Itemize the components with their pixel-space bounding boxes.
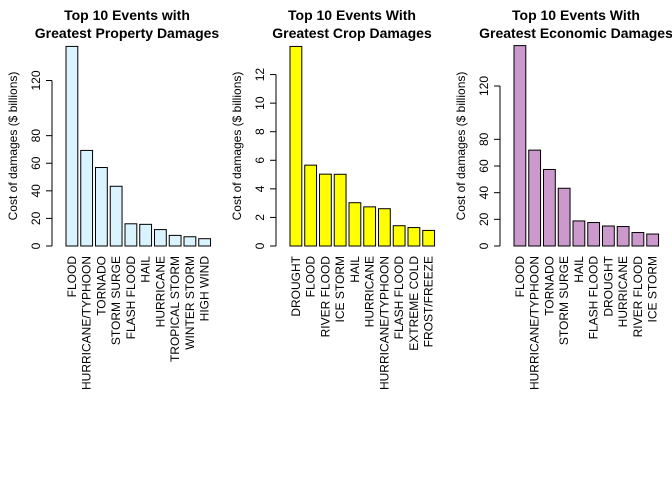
- bar-ice-storm: [333, 173, 347, 247]
- y-tick-label: 60: [477, 159, 491, 173]
- bar-hurricane-typhoon: [378, 208, 391, 247]
- category-label: ICE STORM: [333, 256, 347, 322]
- bar-hail: [139, 223, 153, 247]
- chart-title-line: Top 10 Events with: [64, 7, 190, 23]
- bar-hurricane-typhoon: [80, 149, 94, 247]
- bar-drought: [602, 225, 615, 247]
- category-label: DROUGHT: [289, 255, 303, 316]
- category-label: RIVER FLOOD: [631, 256, 645, 338]
- category-label: TROPICAL STORM: [168, 256, 182, 362]
- bar-high-wind: [198, 238, 212, 247]
- bar-flood: [304, 164, 318, 247]
- category-label: HAIL: [348, 256, 362, 283]
- chart-title-line: Greatest Property Damages: [35, 25, 220, 41]
- category-label: HIGH WIND: [198, 256, 212, 322]
- y-tick-label: 0: [477, 242, 491, 249]
- y-tick-label: 40: [477, 186, 491, 200]
- bar-tropical-storm: [168, 234, 182, 247]
- bar-ice-storm: [646, 233, 660, 247]
- chart-title-line: Greatest Crop Damages: [272, 25, 432, 41]
- category-label: HURRICANE: [363, 256, 377, 327]
- category-label: FLASH FLOOD: [587, 256, 601, 340]
- category-label: ICE STORM: [646, 256, 660, 322]
- y-tick-label: 20: [29, 211, 43, 225]
- category-label: EXTREME COLD: [407, 256, 421, 351]
- y-axis-label: Cost of damages ($ billions): [6, 72, 20, 221]
- bar-hail: [572, 220, 586, 247]
- bar-flash-flood: [392, 225, 406, 247]
- category-label: TORNADO: [542, 256, 556, 316]
- category-label: HURRICANE/TYPHOON: [377, 256, 391, 390]
- category-label: STORM SURGE: [109, 256, 123, 345]
- bar-hurricane-typhoon: [528, 149, 542, 247]
- y-axis-label: Cost of damages ($ billions): [230, 72, 244, 221]
- category-label: RIVER FLOOD: [318, 256, 332, 338]
- y-tick-label: 80: [29, 129, 43, 143]
- y-tick-label: 10: [253, 96, 267, 110]
- bar-flash-flood: [124, 223, 138, 247]
- category-label: FLASH FLOOD: [392, 256, 406, 340]
- bar-hurricane: [154, 229, 167, 247]
- category-label: FLOOD: [513, 256, 527, 298]
- bar-flash-flood: [587, 222, 601, 247]
- y-tick-label: 0: [253, 242, 267, 249]
- bar-drought: [289, 45, 303, 247]
- bar-hurricane: [616, 226, 630, 247]
- y-tick-label: 12: [253, 68, 267, 82]
- category-label: HURRICANE/TYPHOON: [528, 256, 542, 390]
- bar-frost-freeze: [422, 229, 436, 247]
- bar-winter-storm: [183, 236, 197, 247]
- category-label: FLASH FLOOD: [124, 256, 138, 340]
- y-tick-label: 6: [253, 157, 267, 164]
- category-label: STORM SURGE: [557, 256, 571, 345]
- chart-panel-1: Top 10 Events with Greatest Property Dama…: [6, 7, 219, 390]
- y-tick-label: 8: [253, 128, 267, 135]
- category-label: TORNADO: [94, 256, 108, 316]
- category-label: FLOOD: [65, 256, 79, 298]
- bar-storm-surge: [557, 187, 571, 247]
- category-label: HAIL: [572, 256, 586, 283]
- y-tick-label: 40: [29, 184, 43, 198]
- category-label: WINTER STORM: [183, 256, 197, 350]
- chart-panel-3: Top 10 Events With Greatest Economic Dama…: [454, 7, 672, 390]
- y-tick-label: 120: [29, 70, 43, 90]
- bar-river-flood: [319, 173, 332, 247]
- bar-hail: [348, 202, 362, 247]
- category-label: DROUGHT: [601, 255, 615, 316]
- bar-tornado: [543, 168, 556, 247]
- category-label: FLOOD: [304, 256, 318, 298]
- bar-flood: [65, 45, 79, 247]
- category-label: HAIL: [139, 256, 153, 283]
- bar-hurricane: [363, 206, 377, 247]
- category-label: HURRICANE: [616, 256, 630, 327]
- category-label: HURRICANE: [153, 256, 167, 327]
- y-tick-label: 2: [253, 214, 267, 221]
- y-tick-label: 0: [29, 242, 43, 249]
- chart-panel-2: Top 10 Events With Greatest Crop Damages C…: [230, 7, 436, 390]
- bar-extreme-cold: [407, 227, 421, 247]
- category-label: HURRICANE/TYPHOON: [80, 256, 94, 390]
- bar-tornado: [95, 167, 108, 247]
- y-tick-label: 4: [253, 185, 267, 192]
- category-label: FROST/FREEZE: [422, 256, 436, 347]
- bar-river-flood: [631, 232, 645, 247]
- bar-storm-surge: [109, 185, 123, 247]
- y-tick-label: 120: [477, 76, 491, 96]
- y-tick-label: 80: [477, 132, 491, 146]
- bar-flood: [513, 45, 527, 247]
- y-tick-label: 20: [477, 212, 491, 226]
- chart-title-line: Top 10 Events With: [512, 7, 640, 23]
- y-axis-label: Cost of damages ($ billions): [454, 72, 468, 221]
- chart-title-line: Greatest Economic Damages: [479, 25, 672, 41]
- y-tick-label: 60: [29, 156, 43, 170]
- chart-title-line: Top 10 Events With: [288, 7, 416, 23]
